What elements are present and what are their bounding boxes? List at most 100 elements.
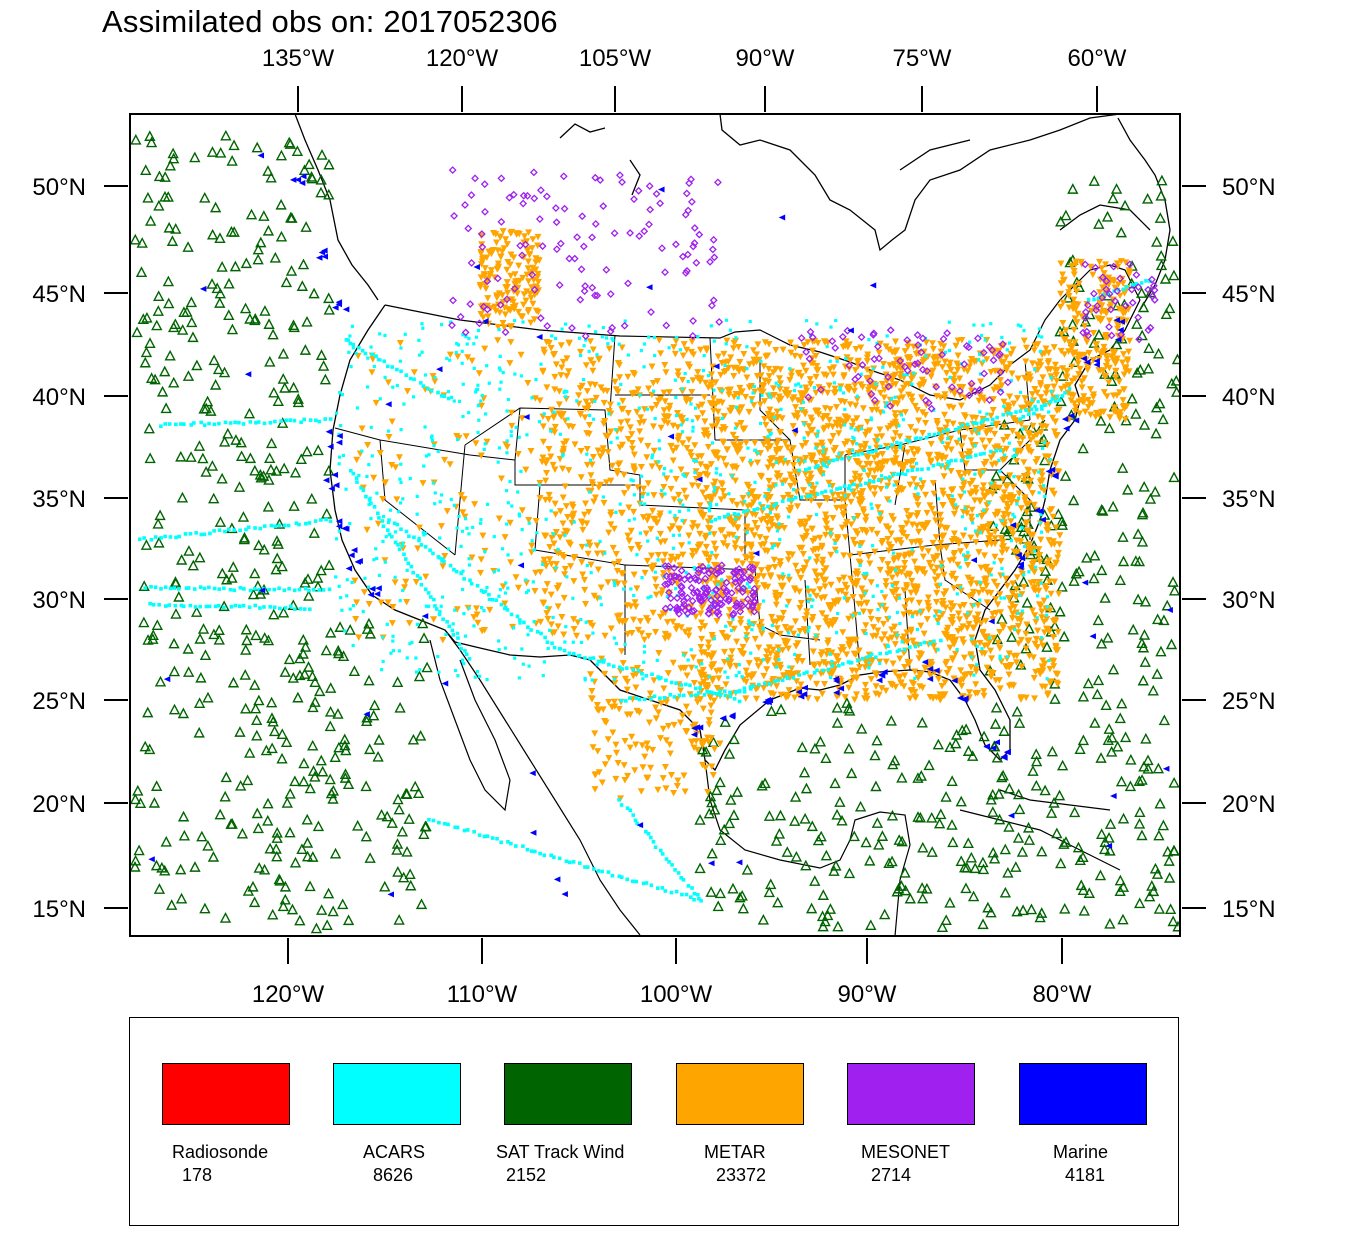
metar-marker xyxy=(803,559,811,566)
metar-marker xyxy=(699,410,707,417)
metar-marker xyxy=(698,635,706,643)
sat-wind-marker xyxy=(321,919,333,931)
metar-marker xyxy=(952,575,960,583)
metar-marker xyxy=(821,447,829,455)
metar-marker xyxy=(714,418,722,426)
metar-marker xyxy=(718,359,726,367)
metar-marker xyxy=(719,438,727,446)
metar-marker xyxy=(753,561,761,569)
acars-marker xyxy=(655,536,659,540)
acars-marker xyxy=(461,382,465,386)
metar-marker xyxy=(583,388,591,395)
metar-marker xyxy=(900,587,908,594)
sat-wind-marker xyxy=(185,296,198,308)
metar-marker xyxy=(828,649,836,657)
sat-wind-marker xyxy=(960,723,972,735)
sat-wind-marker xyxy=(1070,567,1082,579)
metar-marker xyxy=(808,525,816,533)
sat-wind-marker xyxy=(168,665,181,677)
metar-marker xyxy=(887,530,895,537)
sat-wind-marker xyxy=(1103,831,1115,843)
metar-marker xyxy=(595,356,603,363)
sat-wind-marker xyxy=(1103,422,1116,434)
acars-marker xyxy=(619,382,623,387)
metar-marker xyxy=(987,368,995,376)
metar-marker xyxy=(563,355,571,362)
metar-marker xyxy=(825,479,833,487)
metar-marker xyxy=(1013,457,1021,465)
acars-marker xyxy=(1027,570,1031,574)
sat-wind-marker xyxy=(704,790,717,802)
acars-marker xyxy=(497,594,501,598)
metar-marker xyxy=(943,369,951,377)
acars-marker xyxy=(460,361,464,365)
metar-marker xyxy=(1043,523,1051,531)
metar-marker xyxy=(582,500,590,508)
metar-marker xyxy=(950,371,958,379)
metar-marker xyxy=(753,351,761,358)
sat-wind-marker xyxy=(1120,414,1132,426)
metar-marker xyxy=(597,584,605,592)
metar-marker xyxy=(780,524,788,532)
acars-marker xyxy=(981,323,985,327)
metar-marker xyxy=(682,494,690,502)
metar-marker xyxy=(763,648,771,655)
metar-marker xyxy=(711,580,719,588)
metar-marker xyxy=(934,451,942,459)
metar-marker xyxy=(517,351,525,359)
metar-marker xyxy=(850,491,858,499)
metar-marker xyxy=(725,531,733,539)
metar-marker xyxy=(543,581,551,588)
sat-wind-marker xyxy=(809,742,821,754)
sat-wind-marker xyxy=(398,871,410,883)
metar-marker xyxy=(821,339,829,346)
metar-marker xyxy=(708,423,716,431)
metar-marker xyxy=(913,482,921,489)
metar-marker xyxy=(878,636,886,643)
sat-wind-marker xyxy=(962,745,975,756)
metar-marker xyxy=(659,570,667,577)
metar-marker xyxy=(954,352,962,360)
acars-marker xyxy=(397,649,401,653)
sat-wind-marker xyxy=(1102,734,1114,746)
metar-marker xyxy=(981,444,989,451)
metar-marker xyxy=(772,347,780,354)
sat-wind-marker xyxy=(245,208,258,220)
sat-wind-marker xyxy=(989,718,1002,729)
sat-wind-marker xyxy=(153,536,165,548)
sat-wind-marker xyxy=(392,793,404,805)
sat-wind-marker xyxy=(1111,740,1124,752)
metar-marker xyxy=(864,472,872,480)
metar-marker xyxy=(773,513,781,520)
metar-marker xyxy=(624,435,632,443)
metar-marker xyxy=(437,523,445,530)
metar-marker xyxy=(781,477,789,485)
acars-marker xyxy=(830,659,834,664)
metar-marker xyxy=(872,672,880,679)
sat-wind-marker xyxy=(694,814,706,825)
metar-marker xyxy=(1015,640,1023,647)
metar-marker xyxy=(996,629,1004,636)
metar-marker xyxy=(697,688,705,695)
metar-marker xyxy=(943,669,951,677)
metar-marker xyxy=(652,591,660,599)
sat-wind-marker xyxy=(895,880,908,891)
metar-marker xyxy=(787,349,795,357)
sat-wind-marker xyxy=(150,780,163,791)
acars-marker xyxy=(1041,484,1046,488)
metar-marker xyxy=(954,628,962,635)
metar-marker xyxy=(1025,432,1033,439)
metar-marker xyxy=(748,396,756,403)
metar-marker xyxy=(1017,694,1025,702)
sat-wind-marker xyxy=(706,847,718,859)
sat-wind-marker xyxy=(329,847,342,859)
metar-marker xyxy=(479,532,487,540)
sat-wind-marker xyxy=(1102,631,1114,643)
metar-marker xyxy=(725,613,733,620)
sat-wind-marker xyxy=(189,151,201,163)
sat-wind-marker xyxy=(731,786,744,797)
metar-marker xyxy=(987,412,995,420)
sat-wind-marker xyxy=(235,450,248,462)
acars-marker xyxy=(600,335,604,339)
metar-marker xyxy=(524,379,532,387)
